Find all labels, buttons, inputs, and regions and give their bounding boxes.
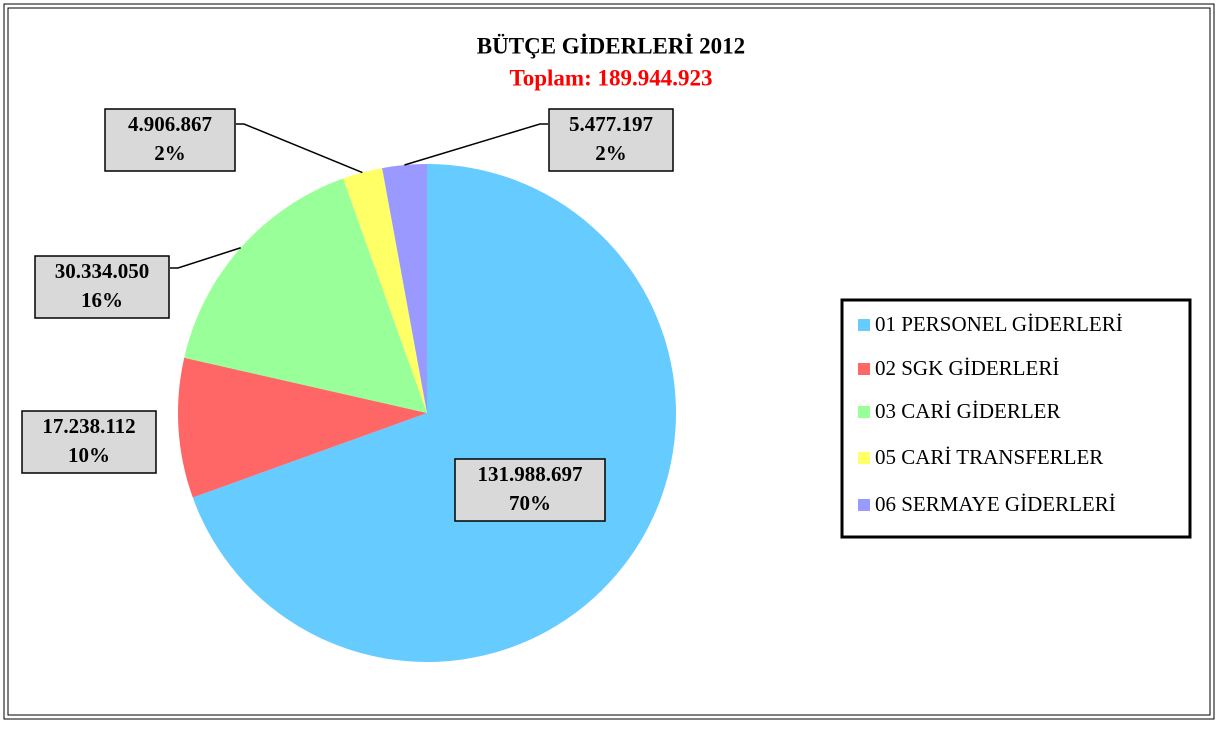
data-label-box	[104, 108, 236, 172]
chart-subtitle: Toplam: 189.944.923	[510, 65, 713, 90]
leader-line	[404, 123, 548, 166]
legend-label: 05 CARİ TRANSFERLER	[875, 445, 1103, 469]
legend-label: 01 PERSONEL GİDERLERİ	[875, 312, 1123, 336]
legend-swatch	[858, 319, 870, 331]
data-label-box	[21, 410, 157, 474]
legend-label: 02 SGK GİDERLERİ	[875, 356, 1059, 380]
data-label: 17.238.112	[42, 414, 135, 438]
frame-inner	[7, 7, 1211, 716]
legend-swatch	[858, 452, 870, 464]
legend-label: 03 CARİ GİDERLER	[875, 399, 1061, 423]
data-label-percent: 16%	[81, 288, 123, 312]
data-label-percent: 70%	[509, 491, 551, 515]
data-label-percent: 2%	[154, 141, 186, 165]
pie-slice	[192, 164, 676, 662]
leader-line	[170, 247, 241, 269]
data-label-box	[34, 255, 170, 319]
data-label-box	[454, 458, 606, 522]
pie-slice	[184, 178, 427, 413]
data-label: 4.906.867	[128, 112, 212, 136]
pie-slice	[382, 164, 427, 413]
data-label-percent: 2%	[595, 141, 627, 165]
chart-title: BÜTÇE GİDERLERİ 2012	[477, 33, 745, 58]
legend-swatch	[858, 406, 870, 418]
data-label: 131.988.697	[478, 462, 583, 486]
pie-slice	[178, 357, 427, 498]
legend-swatch	[858, 499, 870, 511]
data-label-box	[548, 108, 674, 172]
data-label: 5.477.197	[569, 112, 653, 136]
data-label: 30.334.050	[55, 259, 150, 283]
leader-line	[236, 123, 363, 174]
legend	[840, 298, 1192, 539]
legend-label: 06 SERMAYE GİDERLERİ	[875, 492, 1116, 516]
frame	[3, 3, 1215, 720]
legend-swatch	[858, 363, 870, 375]
pie-slice	[343, 168, 427, 413]
data-label-percent: 10%	[68, 443, 110, 467]
